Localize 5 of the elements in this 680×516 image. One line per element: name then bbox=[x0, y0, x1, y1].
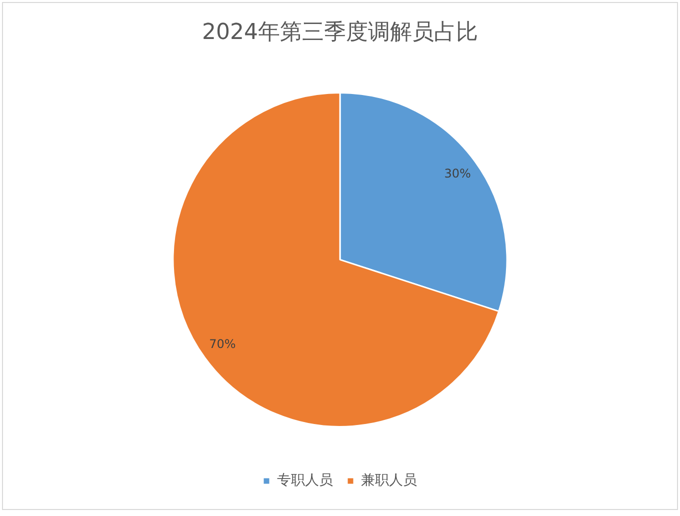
data-label: 70% bbox=[209, 337, 236, 352]
legend-label: 兼职人员 bbox=[361, 472, 417, 489]
chart-title: 2024年第三季度调解员占比 bbox=[202, 20, 478, 45]
legend-label: 专职人员 bbox=[277, 472, 333, 489]
data-label: 30% bbox=[444, 166, 471, 180]
